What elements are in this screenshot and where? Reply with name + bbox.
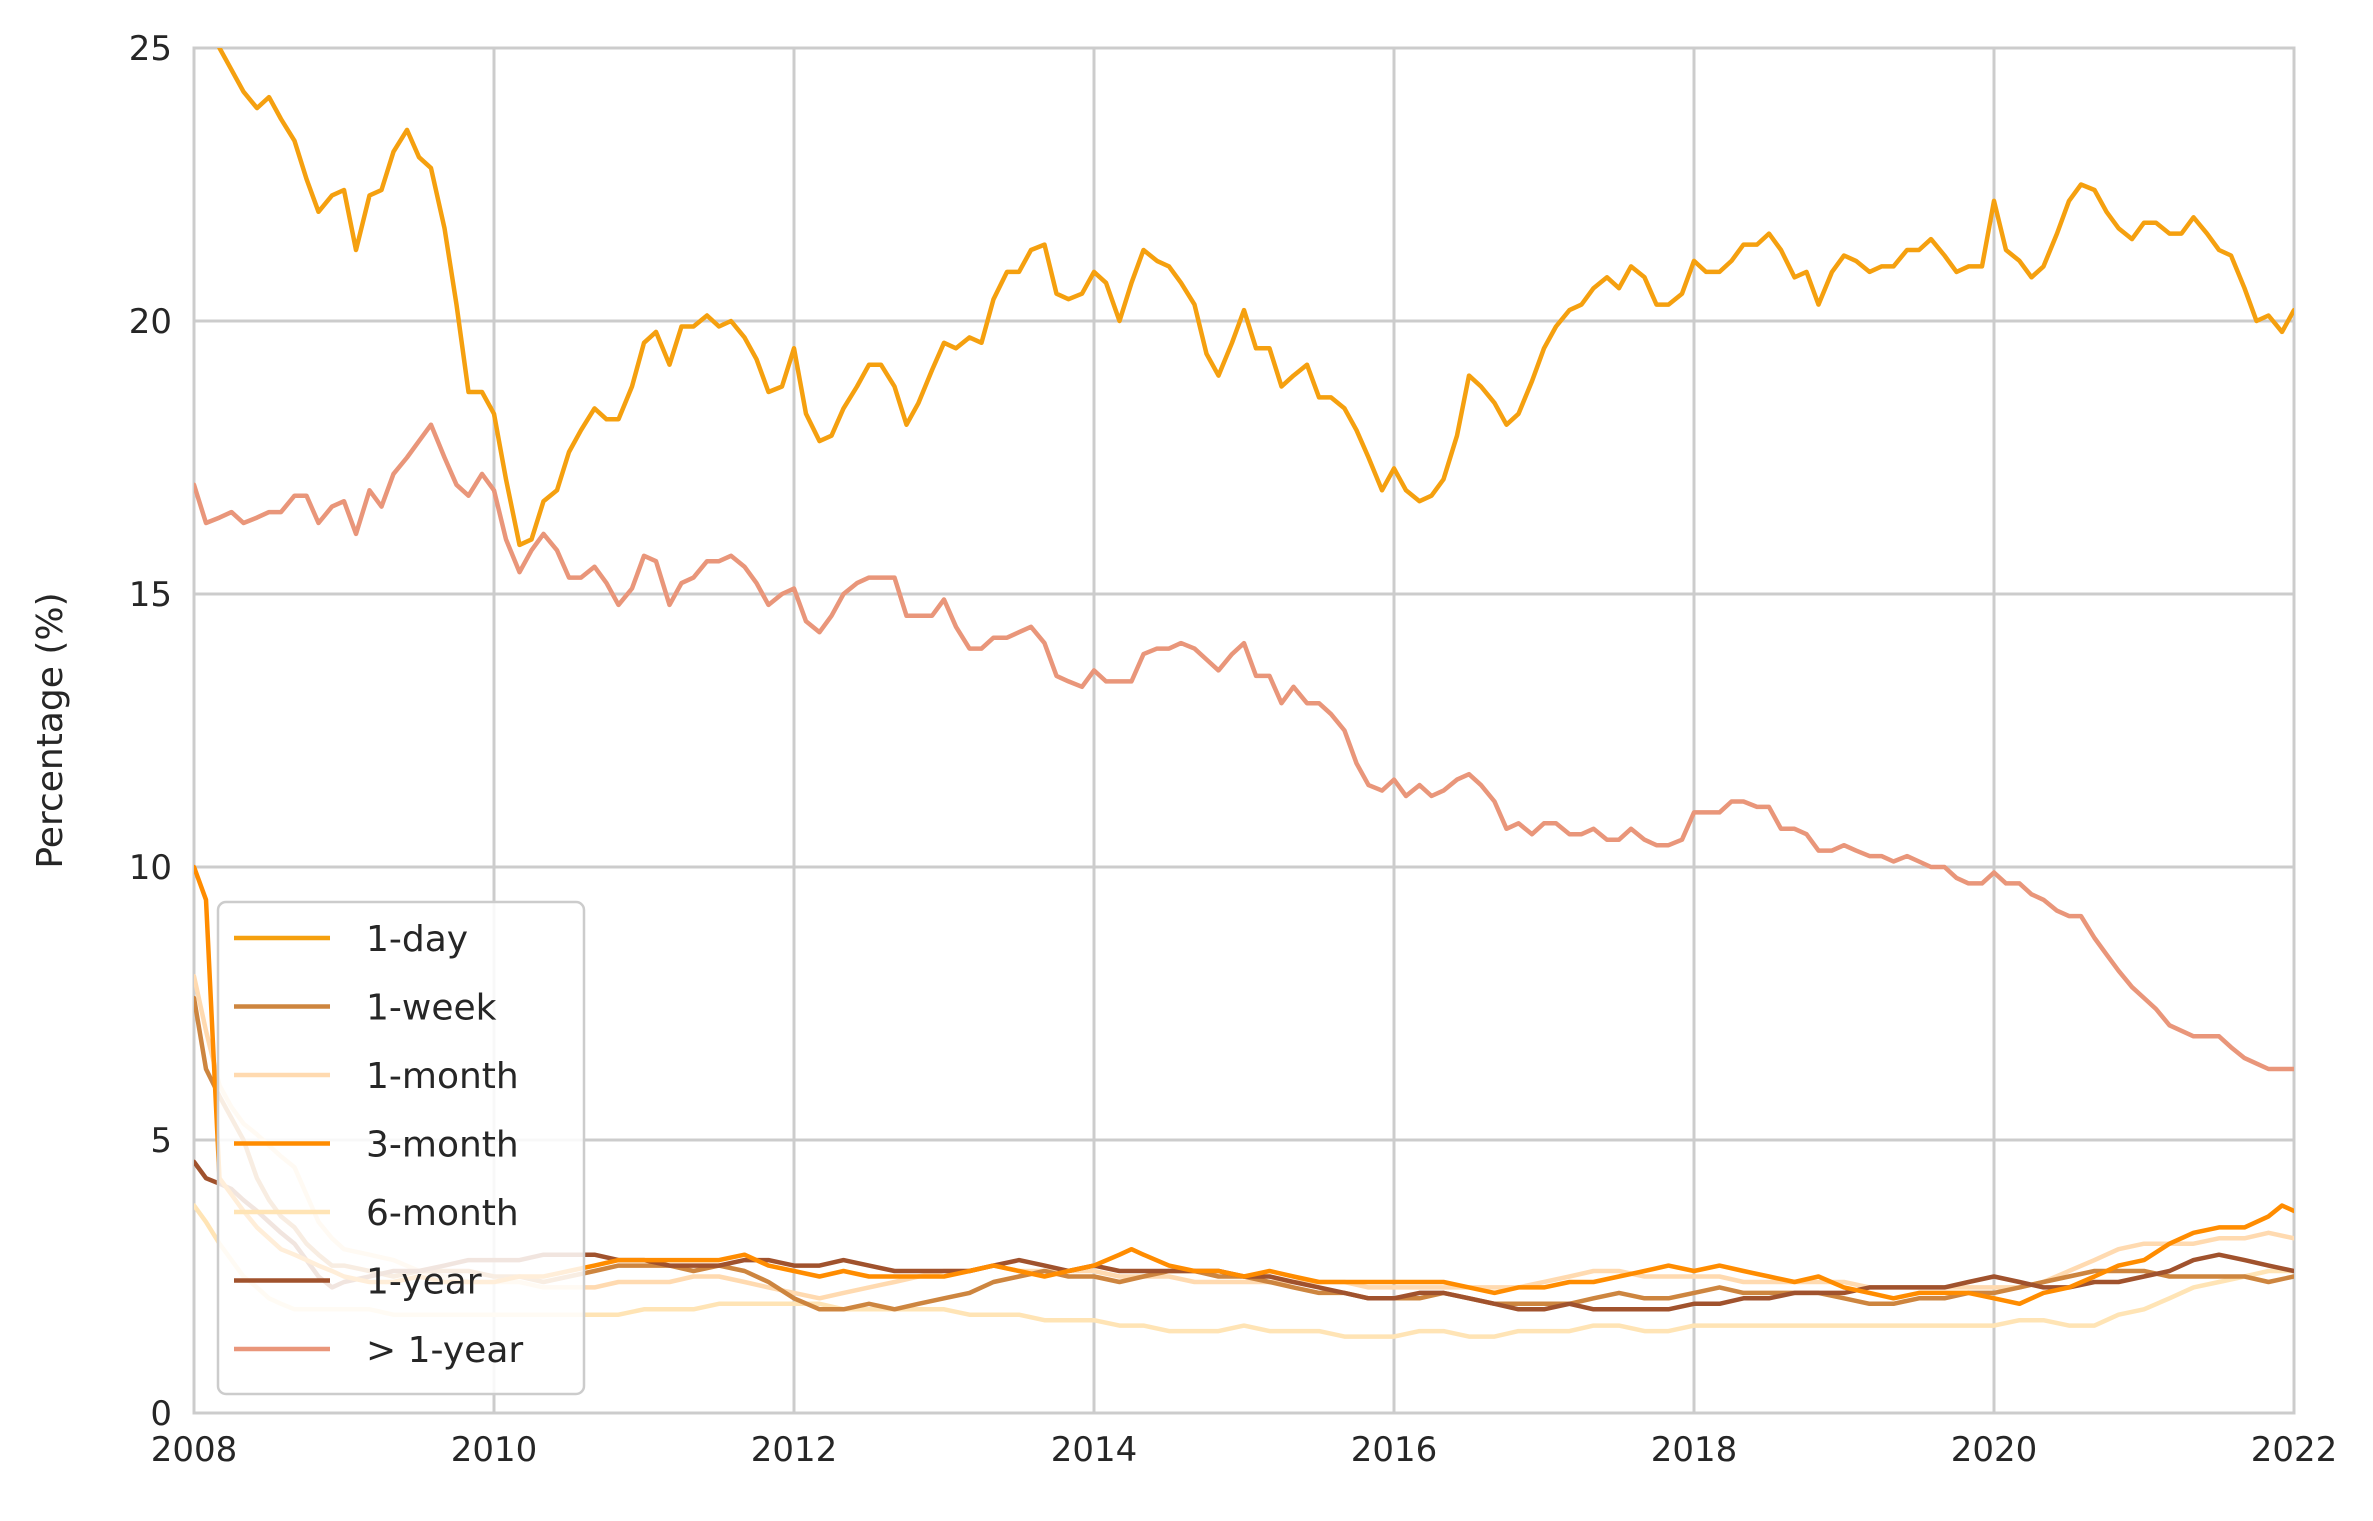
x-tick-label: 2022 — [2251, 1430, 2338, 1470]
legend-label: 1-day — [366, 919, 468, 960]
x-tick-label: 2016 — [1351, 1430, 1438, 1470]
y-tick-label: 0 — [150, 1394, 172, 1434]
plot-frame — [192, 46, 2296, 1415]
x-tick-label: 2008 — [151, 1430, 238, 1470]
legend-box — [216, 900, 586, 1396]
series-line-6 — [194, 422, 2294, 1072]
y-axis-ticks: 0 5 10 15 20 25 — [129, 29, 172, 1434]
y-tick-label: 20 — [129, 302, 172, 342]
x-tick-label: 2020 — [1951, 1430, 2038, 1470]
legend-label: > 1-year — [366, 1330, 523, 1371]
legend-label: 1-month — [366, 1056, 519, 1097]
x-tick-label: 2018 — [1651, 1430, 1738, 1470]
y-tick-label: 15 — [129, 575, 172, 615]
x-tick-label: 2014 — [1051, 1430, 1138, 1470]
y-tick-label: 5 — [150, 1121, 172, 1161]
x-tick-label: 2010 — [451, 1430, 538, 1470]
x-axis-ticks: 2008 2010 2012 2014 2016 2018 2020 2022 — [151, 1430, 2338, 1470]
y-tick-label: 10 — [129, 848, 172, 888]
y-axis-title: Percentage (%) — [30, 592, 71, 868]
legend-label: 3-month — [366, 1125, 519, 1166]
x-tick-label: 2012 — [751, 1430, 838, 1470]
legend: 1-day 1-week 1-month 3-month 6-month 1-year > … — [216, 900, 586, 1396]
y-tick-label: 25 — [129, 29, 172, 69]
legend-label: 1-year — [366, 1262, 482, 1303]
series-line-0 — [217, 48, 2294, 548]
legend-label: 1-week — [366, 988, 497, 1029]
legend-label: 6-month — [366, 1193, 519, 1234]
